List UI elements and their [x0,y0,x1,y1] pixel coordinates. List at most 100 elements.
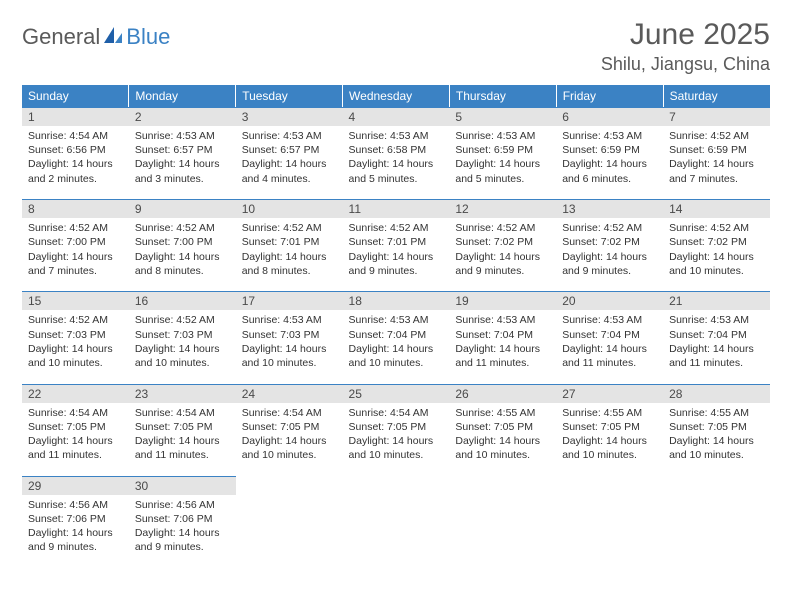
sunrise-line: Sunrise: 4:56 AM [135,498,230,512]
dayhead-thursday: Thursday [449,85,556,107]
day-cell: 7Sunrise: 4:52 AMSunset: 6:59 PMDaylight… [663,108,770,192]
day-details: Sunrise: 4:54 AMSunset: 6:56 PMDaylight:… [22,126,129,192]
day-details: Sunrise: 4:52 AMSunset: 7:02 PMDaylight:… [663,218,770,284]
day-details: Sunrise: 4:52 AMSunset: 7:02 PMDaylight:… [556,218,663,284]
month-title: June 2025 [601,18,770,52]
day-details: Sunrise: 4:54 AMSunset: 7:05 PMDaylight:… [236,403,343,469]
day-cell: 15Sunrise: 4:52 AMSunset: 7:03 PMDayligh… [22,292,129,376]
sunset-line: Sunset: 7:04 PM [669,328,764,342]
daylight-line: Daylight: 14 hours and 9 minutes. [349,250,444,278]
daylight-line: Daylight: 14 hours and 11 minutes. [669,342,764,370]
sunset-line: Sunset: 7:05 PM [669,420,764,434]
sunset-line: Sunset: 7:02 PM [562,235,657,249]
sunset-line: Sunset: 7:02 PM [669,235,764,249]
sunrise-line: Sunrise: 4:55 AM [455,406,550,420]
sunset-line: Sunset: 7:06 PM [135,512,230,526]
sunrise-line: Sunrise: 4:53 AM [135,129,230,143]
sunrise-line: Sunrise: 4:52 AM [28,221,123,235]
day-details: Sunrise: 4:54 AMSunset: 7:05 PMDaylight:… [129,403,236,469]
daylight-line: Daylight: 14 hours and 11 minutes. [455,342,550,370]
logo-sail-icon [102,25,124,50]
day-number: 11 [343,200,450,218]
sunset-line: Sunset: 6:59 PM [455,143,550,157]
day-cell: 9Sunrise: 4:52 AMSunset: 7:00 PMDaylight… [129,200,236,284]
day-details: Sunrise: 4:53 AMSunset: 6:59 PMDaylight:… [556,126,663,192]
day-details: Sunrise: 4:55 AMSunset: 7:05 PMDaylight:… [663,403,770,469]
sunset-line: Sunset: 6:57 PM [242,143,337,157]
day-cell: Sunrise: Sunset: Daylight: [343,476,450,560]
day-details: Sunrise: 4:52 AMSunset: 7:00 PMDaylight:… [129,218,236,284]
day-details: Sunrise: 4:56 AMSunset: 7:06 PMDaylight:… [22,495,129,561]
day-details: Sunrise: 4:55 AMSunset: 7:05 PMDaylight:… [449,403,556,469]
day-number: 20 [556,292,663,310]
day-cell: 22Sunrise: 4:54 AMSunset: 7:05 PMDayligh… [22,384,129,468]
day-cell: 26Sunrise: 4:55 AMSunset: 7:05 PMDayligh… [449,384,556,468]
day-cell: Sunrise: Sunset: Daylight: [663,476,770,560]
day-cell: 2Sunrise: 4:53 AMSunset: 6:57 PMDaylight… [129,108,236,192]
day-number: 22 [22,385,129,403]
day-cell: 17Sunrise: 4:53 AMSunset: 7:03 PMDayligh… [236,292,343,376]
sunset-line: Sunset: 7:01 PM [349,235,444,249]
day-details: Sunrise: 4:53 AMSunset: 7:04 PMDaylight:… [449,310,556,376]
day-details: Sunrise: 4:52 AMSunset: 7:03 PMDaylight:… [22,310,129,376]
sunrise-line: Sunrise: 4:52 AM [669,129,764,143]
daylight-line: Daylight: 14 hours and 11 minutes. [28,434,123,462]
sunrise-line: Sunrise: 4:55 AM [562,406,657,420]
sunrise-line: Sunrise: 4:52 AM [455,221,550,235]
dayhead-saturday: Saturday [663,85,770,107]
sunrise-line: Sunrise: 4:56 AM [28,498,123,512]
day-number: 13 [556,200,663,218]
day-details: Sunrise: 4:52 AMSunset: 7:03 PMDaylight:… [129,310,236,376]
sunset-line: Sunset: 6:59 PM [562,143,657,157]
day-details: Sunrise: 4:53 AMSunset: 7:04 PMDaylight:… [343,310,450,376]
sunrise-line: Sunrise: 4:52 AM [669,221,764,235]
day-cell: 10Sunrise: 4:52 AMSunset: 7:01 PMDayligh… [236,200,343,284]
day-number: 9 [129,200,236,218]
header: General Blue June 2025 Shilu, Jiangsu, C… [22,18,770,75]
spacer-row [22,468,770,476]
day-number: 1 [22,108,129,126]
week-row: 15Sunrise: 4:52 AMSunset: 7:03 PMDayligh… [22,292,770,376]
day-details: Sunrise: 4:54 AMSunset: 7:05 PMDaylight:… [343,403,450,469]
day-cell: Sunrise: Sunset: Daylight: [449,476,556,560]
day-number: 3 [236,108,343,126]
day-cell: 29Sunrise: 4:56 AMSunset: 7:06 PMDayligh… [22,476,129,560]
sunset-line: Sunset: 7:04 PM [455,328,550,342]
dayhead-tuesday: Tuesday [236,85,343,107]
day-cell: 19Sunrise: 4:53 AMSunset: 7:04 PMDayligh… [449,292,556,376]
day-cell: Sunrise: Sunset: Daylight: [556,476,663,560]
day-cell: 18Sunrise: 4:53 AMSunset: 7:04 PMDayligh… [343,292,450,376]
sunset-line: Sunset: 7:05 PM [242,420,337,434]
calendar-body: 1Sunrise: 4:54 AMSunset: 6:56 PMDaylight… [22,107,770,560]
day-cell: 16Sunrise: 4:52 AMSunset: 7:03 PMDayligh… [129,292,236,376]
day-number: 15 [22,292,129,310]
sunrise-line: Sunrise: 4:52 AM [349,221,444,235]
sunset-line: Sunset: 6:56 PM [28,143,123,157]
sunset-line: Sunset: 7:05 PM [349,420,444,434]
daylight-line: Daylight: 14 hours and 10 minutes. [135,342,230,370]
sunset-line: Sunset: 7:03 PM [135,328,230,342]
day-cell: 4Sunrise: 4:53 AMSunset: 6:58 PMDaylight… [343,108,450,192]
daylight-line: Daylight: 14 hours and 5 minutes. [349,157,444,185]
daylight-line: Daylight: 14 hours and 9 minutes. [28,526,123,554]
sunrise-line: Sunrise: 4:54 AM [135,406,230,420]
day-number: 6 [556,108,663,126]
day-number: 24 [236,385,343,403]
day-cell: Sunrise: Sunset: Daylight: [236,476,343,560]
daylight-line: Daylight: 14 hours and 9 minutes. [455,250,550,278]
daylight-line: Daylight: 14 hours and 10 minutes. [669,250,764,278]
day-cell: 12Sunrise: 4:52 AMSunset: 7:02 PMDayligh… [449,200,556,284]
day-number: 10 [236,200,343,218]
daylight-line: Daylight: 14 hours and 8 minutes. [135,250,230,278]
day-number: 12 [449,200,556,218]
day-number: 26 [449,385,556,403]
day-number: 5 [449,108,556,126]
week-row: 8Sunrise: 4:52 AMSunset: 7:00 PMDaylight… [22,200,770,284]
daylight-line: Daylight: 14 hours and 2 minutes. [28,157,123,185]
sunrise-line: Sunrise: 4:53 AM [242,129,337,143]
daylight-line: Daylight: 14 hours and 10 minutes. [349,434,444,462]
day-number: 16 [129,292,236,310]
daylight-line: Daylight: 14 hours and 10 minutes. [669,434,764,462]
day-number: 27 [556,385,663,403]
week-row: 29Sunrise: 4:56 AMSunset: 7:06 PMDayligh… [22,476,770,560]
